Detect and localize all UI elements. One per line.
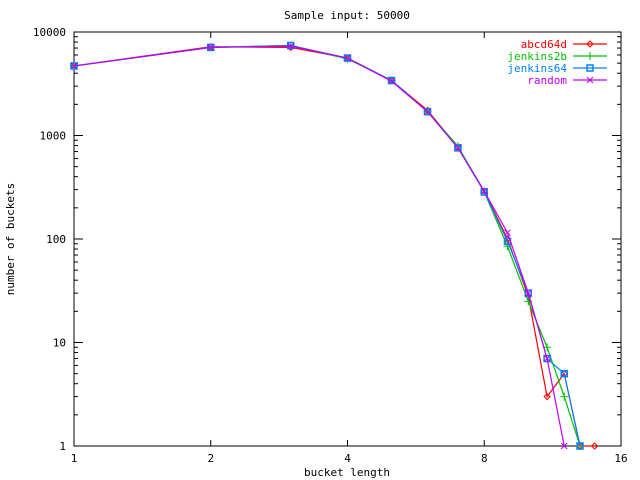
data-point-jenkins64: [576, 442, 584, 450]
data-point-jenkins64: [286, 41, 295, 50]
data-point-jenkins64: [423, 107, 432, 116]
x-axis-label: bucket length: [304, 466, 390, 479]
series-jenkins64: [70, 41, 584, 450]
y-tick-label: 10000: [33, 26, 66, 39]
data-point-random: [454, 144, 462, 152]
data-point-random: [524, 289, 532, 297]
series-line-jenkins2b: [73, 44, 581, 447]
data-point-random: [504, 229, 511, 237]
series-line-jenkins64: [73, 44, 581, 447]
legend-label-abcd64d: abcd64d: [521, 38, 567, 51]
series-line-abcd64d: [73, 46, 595, 447]
legend-marker-random: [586, 76, 594, 84]
x-tick-label: 4: [344, 452, 351, 465]
y-tick-label: 100: [46, 233, 66, 246]
data-point-random: [480, 187, 488, 195]
series-abcd64d: [70, 43, 599, 450]
data-point-random: [287, 42, 295, 50]
y-tick-label: 1000: [40, 130, 67, 143]
legend-label-random: random: [527, 74, 567, 87]
data-point-random: [388, 77, 395, 85]
data-point-jenkins64: [560, 369, 568, 378]
data-point-jenkins64: [387, 76, 396, 85]
y-tick-label: 10: [53, 337, 66, 350]
legend-marker-jenkins2b: [586, 52, 594, 60]
data-point-jenkins64: [343, 54, 352, 62]
data-point-abcd64d: [543, 392, 551, 401]
legend-label-jenkins2b: jenkins2b: [507, 50, 567, 63]
data-point-jenkins64: [524, 289, 533, 297]
chart-title: Sample input: 50000: [284, 9, 410, 22]
legend-label-jenkins64: jenkins64: [507, 62, 567, 75]
plot-border: [73, 31, 622, 447]
data-point-random: [424, 108, 431, 116]
legend-marker-jenkins64: [586, 64, 594, 72]
x-tick-label: 16: [614, 452, 627, 465]
legend-marker-abcd64d: [586, 40, 594, 48]
series-line-random: [73, 45, 565, 447]
data-point-random: [560, 442, 568, 450]
data-point-jenkins2b: [560, 392, 569, 401]
data-point-random: [207, 44, 215, 51]
data-point-jenkins64: [454, 144, 462, 152]
y-axis-label: number of buckets: [4, 183, 17, 296]
y-tick-label: 1: [59, 440, 66, 453]
data-point-jenkins64: [480, 188, 488, 196]
data-point-random: [344, 54, 351, 62]
series-random: [70, 42, 568, 450]
data-point-random: [543, 355, 551, 362]
data-point-abcd64d: [590, 442, 599, 450]
series-jenkins2b: [70, 41, 585, 450]
x-tick-label: 8: [481, 452, 488, 465]
data-point-random: [70, 62, 78, 70]
x-tick-label: 2: [207, 452, 214, 465]
x-tick-label: 1: [71, 452, 78, 465]
